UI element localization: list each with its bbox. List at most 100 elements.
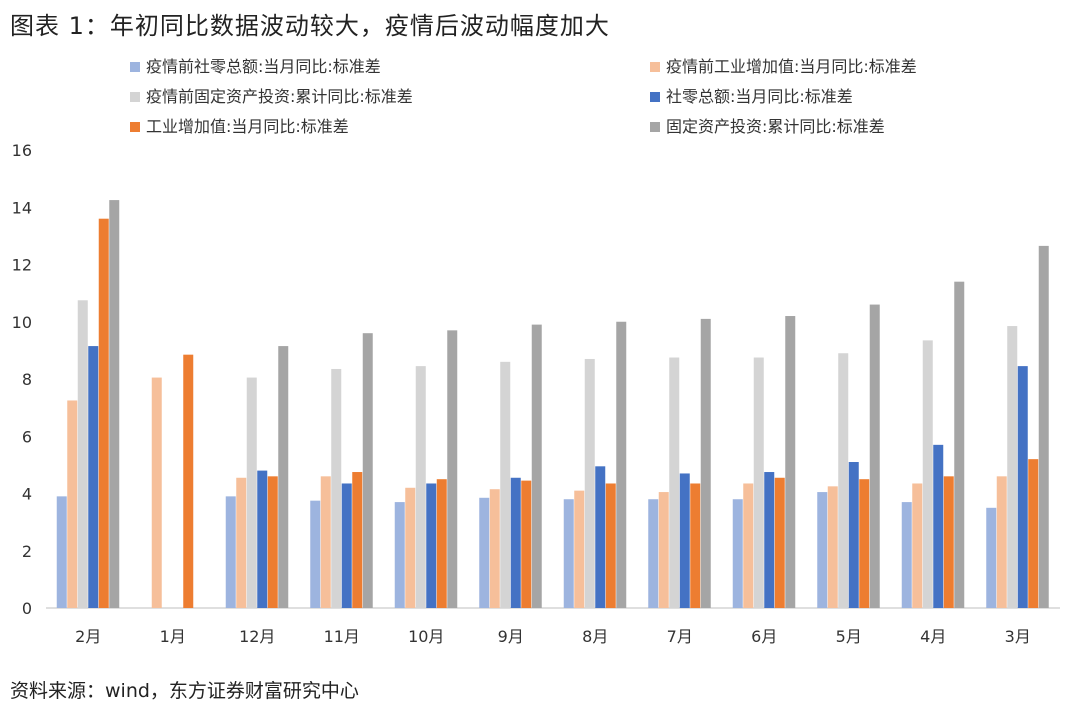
x-tick-label: 7月 (667, 627, 693, 646)
x-tick-label: 9月 (498, 627, 524, 646)
bar (574, 490, 585, 608)
bar (77, 300, 88, 608)
bar (415, 366, 426, 608)
x-tick-label: 3月 (1005, 627, 1031, 646)
bar (151, 377, 162, 608)
bar (352, 472, 363, 608)
bar-chart: 疫情前社零总额:当月同比:标准差 疫情前工业增加值:当月同比:标准差疫情前固定资产… (12, 57, 1060, 646)
bar (669, 357, 680, 608)
bar (257, 470, 268, 608)
bar (648, 499, 659, 608)
bar (859, 479, 870, 608)
bar (563, 499, 574, 608)
bar (225, 496, 236, 608)
bar (827, 486, 838, 608)
bar (447, 330, 458, 608)
bar (531, 324, 542, 608)
bar (658, 492, 669, 608)
bar (690, 483, 701, 608)
bar (362, 333, 373, 608)
bar (236, 477, 247, 608)
bar (753, 357, 764, 608)
x-tick-label: 4月 (920, 627, 946, 646)
legend-label: 疫情前社零总额:当月同比:标准差 (146, 57, 381, 76)
legend-label: 社零总额:当月同比:标准差 (666, 87, 853, 106)
bar (98, 218, 109, 608)
chart-container: 疫情前社零总额:当月同比:标准差 疫情前工业增加值:当月同比:标准差疫情前固定资产… (0, 48, 1080, 672)
bar (986, 507, 997, 608)
bar (88, 346, 99, 608)
legend-swatch (650, 122, 660, 132)
bar (331, 368, 342, 608)
x-tick-label: 11月 (324, 627, 360, 646)
bar (817, 492, 828, 608)
bar (479, 497, 490, 608)
bar (700, 318, 711, 608)
bar (521, 480, 532, 608)
bar (764, 472, 775, 608)
legend-swatch (650, 92, 660, 102)
x-tick-label: 10月 (408, 627, 444, 646)
bar (109, 200, 120, 608)
bar (605, 483, 616, 608)
bar (584, 358, 595, 608)
y-tick-label: 14 (12, 198, 32, 217)
y-tick-label: 10 (12, 313, 32, 332)
bar (996, 476, 1007, 608)
bar (943, 476, 954, 608)
legend-label: 疫情前工业增加值:当月同比:标准差 (666, 57, 917, 76)
bar (912, 483, 923, 608)
bar (616, 321, 627, 608)
bar (1007, 326, 1018, 608)
y-tick-label: 2 (22, 542, 32, 561)
y-tick-label: 16 (12, 141, 32, 160)
y-tick-label: 8 (22, 370, 32, 389)
bar (320, 476, 331, 608)
bar (922, 340, 933, 608)
bar (869, 304, 880, 608)
bar (310, 500, 321, 608)
bar (743, 483, 754, 608)
bar (510, 477, 521, 608)
chart-title: 图表 1：年初同比数据波动较大，疫情后波动幅度加大 (10, 12, 610, 40)
legend-label: 疫情前固定资产投资:累计同比:标准差 (146, 87, 413, 106)
bar (500, 361, 511, 608)
legend-swatch (130, 62, 140, 72)
bar (785, 316, 796, 608)
bar (1038, 245, 1049, 608)
y-tick-label: 6 (22, 427, 32, 446)
bar (901, 502, 912, 608)
x-tick-label: 6月 (751, 627, 777, 646)
y-tick-label: 12 (12, 256, 32, 275)
bar (341, 483, 352, 608)
legend-swatch (130, 122, 140, 132)
legend-label: 工业增加值:当月同比:标准差 (146, 117, 349, 136)
x-tick-label: 8月 (582, 627, 608, 646)
legend-swatch (130, 92, 140, 102)
bar (67, 400, 78, 608)
bar (732, 499, 743, 608)
legend-swatch (650, 62, 660, 72)
bar (1017, 366, 1028, 608)
bar (426, 483, 437, 608)
bar (1028, 459, 1039, 608)
bar (838, 353, 849, 608)
bar (933, 444, 944, 608)
y-tick-label: 4 (22, 485, 32, 504)
bar (954, 281, 965, 608)
bar (848, 462, 859, 608)
bar (267, 476, 278, 608)
bar (394, 502, 405, 608)
bar (278, 346, 289, 608)
bar (679, 473, 690, 608)
bar (436, 479, 447, 608)
source-note: 资料来源：wind，东方证券财富研究中心 (10, 680, 359, 702)
bar (489, 489, 500, 608)
bar (246, 377, 257, 608)
bar (183, 354, 194, 608)
x-tick-label: 1月 (160, 627, 186, 646)
bar (56, 496, 67, 608)
x-tick-label: 2月 (75, 627, 101, 646)
x-tick-label: 5月 (836, 627, 862, 646)
x-tick-label: 12月 (239, 627, 275, 646)
